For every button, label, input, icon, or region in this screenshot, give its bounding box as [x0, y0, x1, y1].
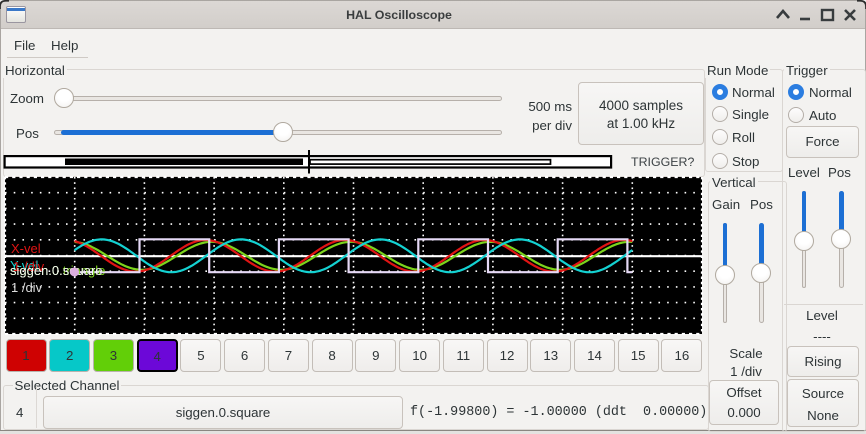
- svg-text:1 /div: 1 /div: [13, 259, 45, 274]
- svg-text:siggen.0.square: siggen.0.square: [10, 263, 103, 278]
- svg-text:Y-vel: Y-vel: [10, 258, 39, 273]
- svg-text:siggen.0.triangle: siggen.0.triangle: [10, 263, 105, 278]
- svg-text:1 /div: 1 /div: [11, 280, 43, 295]
- svg-text:X-vel: X-vel: [11, 241, 41, 256]
